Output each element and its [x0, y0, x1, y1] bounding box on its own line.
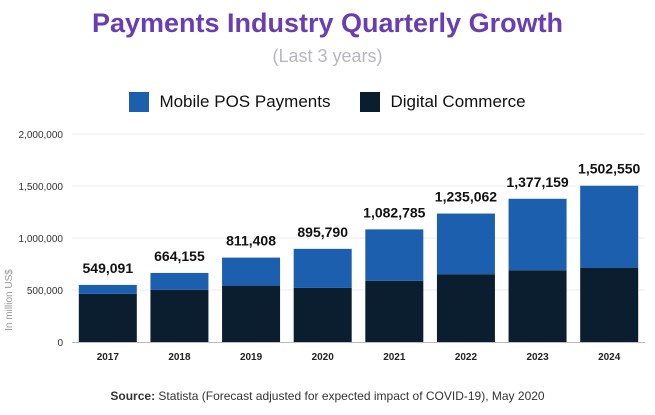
data-label: 1,082,785 — [363, 204, 425, 220]
x-tick-label: 2017 — [97, 352, 120, 363]
y-tick-label: 2,000,000 — [19, 130, 64, 141]
data-label: 895,790 — [297, 224, 348, 240]
data-label: 549,091 — [83, 260, 134, 276]
x-tick-label: 2023 — [526, 352, 549, 363]
bar-digital-commerce — [222, 285, 281, 342]
legend-swatch — [360, 92, 381, 112]
bar-mobile-pos-payments — [222, 257, 281, 286]
chart-subtitle: (Last 3 years) — [272, 46, 383, 66]
data-label: 664,155 — [154, 248, 205, 264]
x-tick-label: 2018 — [168, 352, 191, 363]
x-tick-label: 2020 — [312, 352, 335, 363]
bar-mobile-pos-payments — [508, 198, 567, 271]
legend-label: Mobile POS Payments — [159, 92, 331, 111]
legend: Mobile POS Payments Digital Commerce — [0, 92, 655, 112]
bar-mobile-pos-payments — [150, 272, 209, 290]
bar-digital-commerce — [78, 293, 137, 342]
source-note: Source: Statista (Forecast adjusted for … — [0, 389, 655, 403]
chart-plot: 0 500,000 1,000,000 1,500,000 2,000,000 In mi… — [4, 130, 645, 363]
y-tick-label: 500,000 — [27, 286, 64, 297]
bar-digital-commerce — [150, 289, 209, 342]
legend-label: Digital Commerce — [390, 92, 526, 111]
x-tick-label: 2024 — [598, 352, 621, 363]
x-tick-label: 2021 — [383, 352, 406, 363]
x-tick-label: 2022 — [455, 352, 478, 363]
data-label: 811,408 — [226, 233, 276, 249]
source-text: Statista (Forecast adjusted for expected… — [155, 389, 545, 403]
legend-swatch — [129, 92, 150, 112]
bar-mobile-pos-payments — [580, 185, 639, 268]
bar-mobile-pos-payments — [293, 248, 352, 288]
chart-title: Payments Industry Quarterly Growth — [91, 8, 564, 38]
bar-digital-commerce — [365, 280, 424, 342]
bar-mobile-pos-payments — [436, 213, 495, 275]
data-label: 1,502,550 — [578, 161, 640, 177]
bar-digital-commerce — [508, 270, 567, 342]
data-label: 1,235,062 — [435, 189, 497, 205]
x-tick-label: 2019 — [240, 352, 263, 363]
bar-mobile-pos-payments — [365, 229, 424, 281]
bar-digital-commerce — [436, 274, 495, 342]
legend-item-digital-commerce: Digital Commerce — [360, 92, 526, 112]
y-tick-label: 1,500,000 — [19, 182, 64, 193]
bar-digital-commerce — [293, 287, 352, 342]
y-tick-label: 0 — [57, 338, 63, 349]
legend-item-mobile-pos: Mobile POS Payments — [129, 92, 330, 112]
y-tick-label: 1,000,000 — [19, 234, 64, 245]
data-label: 1,377,159 — [506, 174, 568, 190]
y-axis-label: In million US$ — [4, 269, 15, 331]
bar-digital-commerce — [580, 267, 639, 342]
source-label: Source: — [110, 389, 156, 403]
bar-mobile-pos-payments — [78, 284, 137, 294]
